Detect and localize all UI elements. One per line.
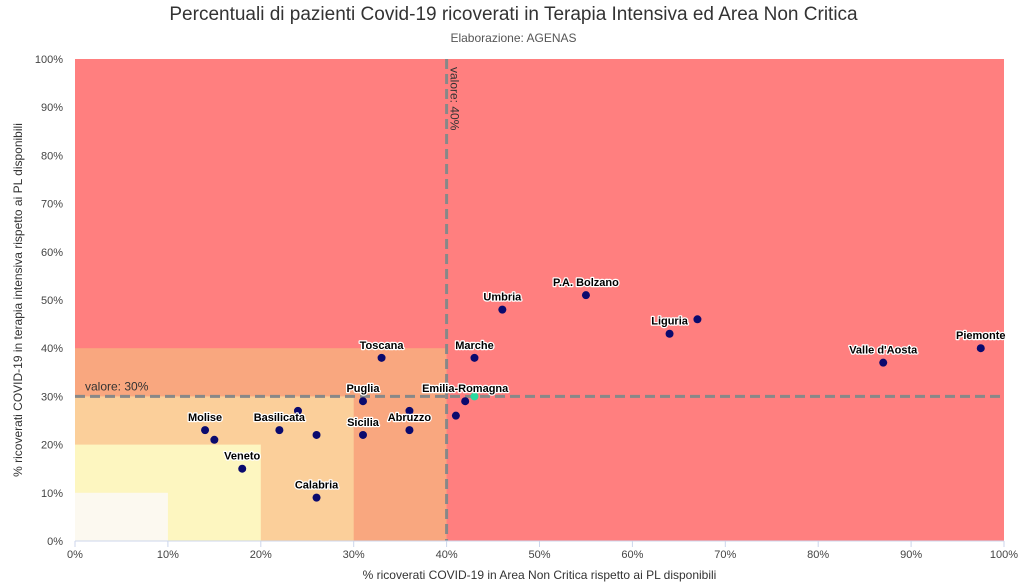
data-label: Puglia [346,383,380,395]
data-label: Emilia-Romagna [422,383,509,395]
risk-zones [75,59,1004,541]
data-point[interactable] [581,291,590,300]
reference-lines: valore: 40% valore: 30% [75,59,1004,541]
data-point[interactable] [451,411,460,420]
data-label: Liguria [651,316,689,328]
data-point[interactable] [312,430,321,439]
data-label: P.A. Bolzano [553,277,619,289]
zone-4 [75,492,168,541]
x-tick-label: 10% [157,549,179,561]
data-point[interactable] [498,305,507,314]
data-point[interactable] [470,392,479,401]
data-point[interactable] [405,426,414,435]
x-tick-label: 0% [67,549,83,561]
data-label: Piemonte [956,330,1006,342]
y-tick-label: 20% [41,440,63,452]
data-point[interactable] [312,493,321,502]
x-tick-label: 80% [807,549,829,561]
data-point[interactable] [293,406,302,415]
data-point[interactable] [470,353,479,362]
x-tick-label: 40% [436,549,458,561]
x-tick-label: 30% [343,549,365,561]
chart-subtitle: Elaborazione: AGENAS [450,31,577,45]
data-label: Umbria [483,292,522,304]
chart-title: Percentuali di pazienti Covid-19 ricover… [169,4,858,25]
y-tick-label: 90% [41,102,63,114]
y-tick-label: 40% [41,343,63,355]
data-point[interactable] [210,435,219,444]
x-tick-label: 70% [714,549,736,561]
data-label: Veneto [224,451,260,463]
y-tick-label: 80% [41,150,63,162]
reference-label-y: valore: 30% [85,379,149,393]
y-tick-label: 100% [35,54,63,66]
x-tick-label: 50% [528,549,550,561]
data-labels: Piemonte Valle d'Aosta Liguria P.A. Bolzano… [187,276,1007,493]
data-point[interactable] [461,397,470,406]
x-tick-label: 100% [990,549,1018,561]
data-label: Basilicata [254,412,306,424]
data-point[interactable] [976,344,985,353]
x-axis-title: % ricoverati COVID-19 in Area Non Critic… [363,568,717,582]
data-point[interactable] [238,464,247,473]
data-point[interactable] [201,426,210,435]
data-label: Molise [188,412,222,424]
y-axis-title: % ricoverati COVID-19 in terapia intensi… [11,123,25,477]
data-label: Toscana [360,340,405,352]
y-tick-label: 70% [41,199,63,211]
x-tick-label: 90% [900,549,922,561]
data-point[interactable] [377,353,386,362]
reference-label-x: valore: 40% [448,67,462,131]
data-point[interactable] [879,358,888,367]
x-tick-label: 60% [621,549,643,561]
y-tick-label: 10% [41,488,63,500]
data-point[interactable] [358,430,367,439]
data-point[interactable] [405,406,414,415]
y-tick-label: 60% [41,247,63,259]
data-point[interactable] [665,329,674,338]
chart-axes: 0% 10% 20% 30% 40% 50% 60% 70% 80% 90% 100% 0% 10% 20… [35,54,1018,561]
y-tick-label: 0% [47,536,63,548]
data-point[interactable] [693,315,702,324]
y-tick-label: 50% [41,295,63,307]
data-point[interactable] [358,397,367,406]
y-tick-label: 30% [41,391,63,403]
x-tick-label: 20% [250,549,272,561]
data-label: Abruzzo [388,412,432,424]
data-points [201,291,985,502]
data-label: Valle d'Aosta [849,345,918,357]
data-label: Marche [455,340,494,352]
data-point[interactable] [275,426,284,435]
data-label: Sicilia [347,417,380,429]
data-label: Calabria [295,480,339,492]
